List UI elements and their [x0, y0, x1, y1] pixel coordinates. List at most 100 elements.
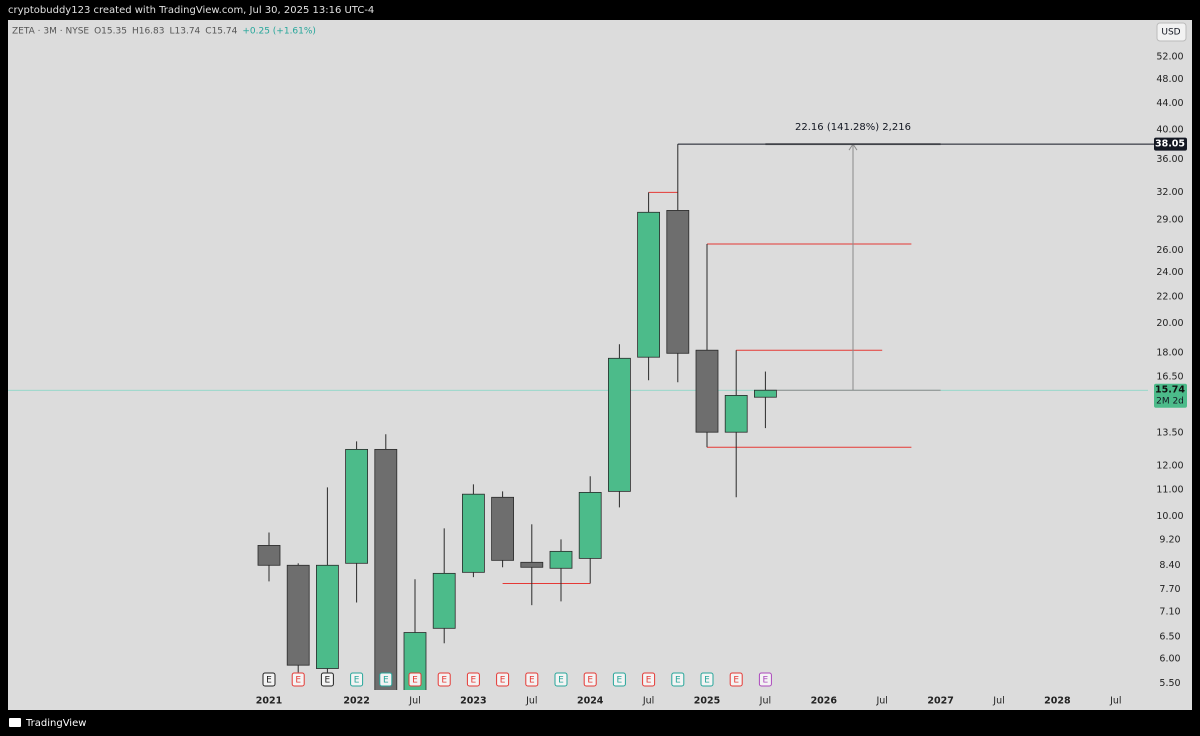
y-tick-label: 13.50 [1156, 428, 1183, 439]
legend-item: +0.25 (+1.61%) [242, 27, 316, 37]
y-tick-label: 7.70 [1159, 584, 1180, 595]
earnings-label: E [412, 676, 418, 686]
candle-body [666, 210, 690, 354]
y-tick-label: 6.00 [1159, 654, 1180, 665]
earnings-marker [320, 672, 334, 687]
price-label: 38.05 [1155, 139, 1185, 150]
earnings-label: E [763, 676, 769, 686]
candle-body [491, 496, 515, 561]
y-tick-label: 32.00 [1156, 187, 1183, 198]
price-label-box [1154, 137, 1187, 151]
earnings-label: E [733, 676, 739, 686]
x-tick-label: Jul [408, 696, 420, 707]
earnings-marker [291, 672, 305, 687]
x-tick-label: Jul [642, 696, 654, 707]
earnings-marker [466, 672, 480, 687]
earnings-label: E [704, 676, 710, 686]
earnings-label: E [500, 676, 506, 686]
y-tick-label: 29.00 [1156, 214, 1183, 225]
earnings-label: E [587, 676, 593, 686]
x-tick-label: 2028 [1044, 696, 1071, 707]
earnings-label: E [471, 676, 477, 686]
y-tick-label: 11.00 [1156, 485, 1183, 496]
y-tick-label: 12.00 [1156, 460, 1183, 471]
earnings-marker [583, 672, 597, 687]
x-tick-label: Jul [525, 696, 537, 707]
candle-body [754, 389, 777, 398]
earnings-marker [671, 672, 685, 687]
candle-body [403, 632, 427, 690]
y-tick-label: 22.00 [1156, 291, 1183, 302]
x-tick-label: Jul [992, 696, 1004, 707]
legend-item: H16.83 [132, 27, 165, 37]
x-tick-label: Jul [1109, 696, 1121, 707]
x-tick-label: 2021 [256, 696, 282, 707]
price-label-sub: 2M 2d [1156, 397, 1184, 407]
chart-area [8, 20, 1192, 710]
candle-body [724, 395, 748, 433]
y-tick-label: 52.00 [1156, 52, 1183, 63]
legend-item: ZETA · 3M · NYSE [12, 27, 89, 37]
candle-body [432, 572, 456, 629]
earnings-marker [642, 672, 656, 687]
brand: TradingView [25, 718, 86, 729]
x-tick-label: 2023 [460, 696, 486, 707]
measure-label: 22.16 (141.28%) 2,216 [795, 122, 911, 133]
legend: ZETA · 3M · NYSE O15.35 H16.83 L13.74 C15.74… [12, 27, 316, 37]
earnings-label: E [558, 676, 564, 686]
y-tick-label: 6.50 [1159, 631, 1180, 642]
candle-body [257, 545, 281, 566]
earnings-label: E [529, 676, 535, 686]
y-tick-label: 40.00 [1156, 125, 1183, 136]
legend-item: C15.74 [205, 27, 237, 37]
y-tick-label: 48.00 [1156, 74, 1183, 85]
candle-body [374, 448, 398, 690]
earnings-label: E [441, 676, 447, 686]
earnings-label: E [617, 676, 623, 686]
earnings-label: E [295, 676, 301, 686]
y-tick-label: 26.00 [1156, 245, 1183, 256]
x-tick-label: 2022 [343, 696, 369, 707]
candle-body [695, 349, 719, 433]
earnings-marker [262, 672, 276, 687]
legend-item: L13.74 [170, 27, 201, 37]
earnings-marker [729, 672, 743, 687]
y-tick-label: 9.20 [1159, 534, 1180, 545]
earnings-marker [408, 672, 422, 687]
earnings-marker [758, 672, 772, 687]
earnings-marker [612, 672, 626, 687]
earnings-marker [379, 672, 393, 687]
legend-item: O15.35 [94, 27, 127, 37]
earnings-marker [496, 672, 510, 687]
currency-button[interactable] [1156, 22, 1187, 42]
earnings-marker [700, 672, 714, 687]
candle-body [461, 493, 485, 573]
earnings-label: E [266, 676, 272, 686]
y-tick-label: 24.00 [1156, 267, 1183, 278]
earnings-label: E [354, 676, 360, 686]
x-tick-label: 2025 [694, 696, 720, 707]
candle-body [637, 211, 660, 358]
price-label: 15.74 [1155, 385, 1185, 396]
y-tick-label: 8.40 [1159, 560, 1180, 571]
earnings-marker [525, 672, 539, 687]
y-tick-label: 7.10 [1159, 607, 1180, 618]
y-tick-label: 16.50 [1156, 372, 1183, 383]
earnings-marker [350, 672, 364, 687]
earnings-label: E [646, 676, 652, 686]
earnings-marker [554, 672, 568, 687]
y-tick-label: 18.00 [1156, 347, 1183, 358]
earnings-marker [437, 672, 451, 687]
earnings-label: E [383, 676, 389, 686]
candle-body [608, 357, 631, 492]
currency[interactable]: USD [1161, 28, 1180, 38]
candle-body [345, 448, 369, 564]
earnings-label: E [675, 676, 681, 686]
candle-body [549, 550, 573, 569]
y-tick-label: 10.00 [1156, 511, 1183, 522]
caption: cryptobuddy123 created with TradingView.… [8, 5, 374, 16]
y-tick-label: 36.00 [1156, 154, 1183, 165]
candle-body [315, 564, 339, 669]
x-tick-label: Jul [875, 696, 887, 707]
